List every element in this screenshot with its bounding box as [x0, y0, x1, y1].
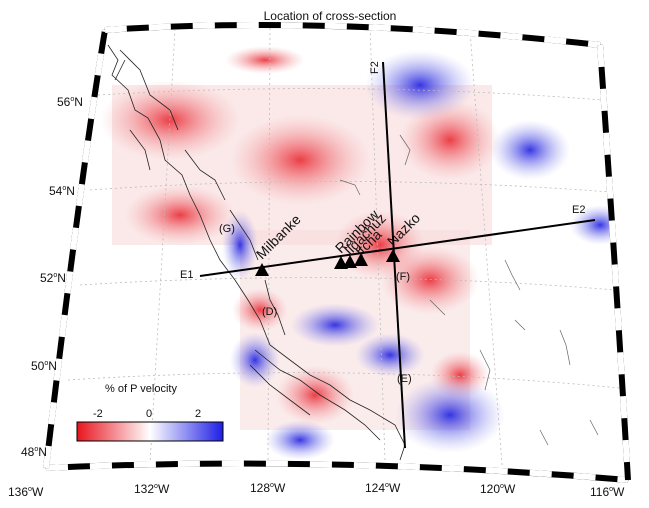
colorbar-gradient — [76, 421, 224, 442]
colorbar-tick-0: 0 — [146, 408, 152, 420]
colorbar-tick-neg2: -2 — [93, 408, 103, 420]
colorbar: % of P velocity -2 0 2 — [76, 383, 224, 442]
colorbar-tick-2: 2 — [195, 408, 201, 420]
coastline — [107, 44, 406, 461]
volcano-marker-itcha — [354, 253, 368, 266]
point-label-f: (F) — [396, 271, 410, 283]
lat-label-54: 54oN — [49, 184, 75, 198]
lon-label-136: 136oW — [8, 485, 44, 499]
lon-label-128: 128oW — [250, 481, 286, 495]
lat-label-48: 48oN — [21, 445, 47, 459]
longitude-labels: 136oW 132oW 128oW 124oW 120oW 116oW — [8, 481, 625, 499]
latitude-labels: 56oN 54oN 52oN 50oN 48oN — [21, 95, 83, 459]
volcano-marker-milbanke — [255, 263, 269, 276]
section-label-e1: E1 — [180, 269, 193, 281]
section-line-e1-e2 — [199, 219, 596, 277]
volcano-markers — [255, 249, 400, 276]
point-label-e: (E) — [397, 373, 412, 385]
lon-label-132: 132oW — [134, 482, 170, 496]
colorbar-label: % of P velocity — [105, 383, 177, 395]
lat-label-52: 52oN — [40, 271, 66, 285]
lat-label-56: 56oN — [57, 95, 83, 109]
inland-rivers — [339, 134, 599, 446]
point-label-g: (G) — [219, 223, 235, 235]
map-title: Location of cross-section — [264, 9, 397, 23]
volcano-marker-nazko — [386, 249, 400, 262]
section-label-f2: F2 — [369, 61, 381, 74]
velocity-anomaly-field — [100, 46, 628, 460]
volcano-marker-ilgachuz — [343, 255, 357, 268]
lon-label-124: 124oW — [365, 481, 401, 495]
map-border — [43, 22, 631, 483]
point-label-d: (D) — [262, 306, 277, 318]
lon-label-116: 116oW — [590, 485, 625, 499]
section-label-e2: E2 — [572, 204, 585, 216]
lon-label-120: 120oW — [480, 482, 516, 496]
lat-label-50: 50oN — [31, 359, 57, 373]
graticule — [67, 24, 621, 466]
